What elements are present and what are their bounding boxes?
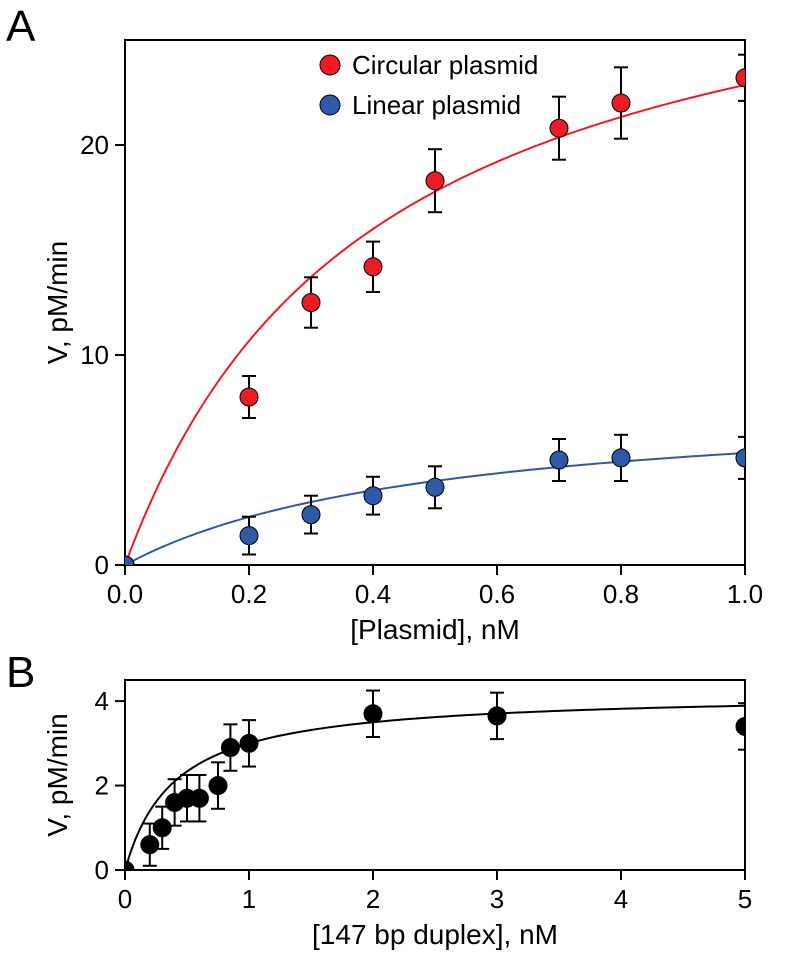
svg-text:20: 20: [80, 130, 109, 160]
svg-text:[Plasmid], nM: [Plasmid], nM: [350, 614, 520, 645]
svg-text:[147 bp duplex], nM: [147 bp duplex], nM: [312, 919, 558, 950]
svg-text:4: 4: [614, 884, 628, 914]
svg-text:5: 5: [738, 884, 752, 914]
svg-text:10: 10: [80, 340, 109, 370]
svg-text:0: 0: [95, 550, 109, 580]
svg-text:Circular plasmid: Circular plasmid: [352, 50, 538, 80]
svg-text:0.4: 0.4: [355, 579, 391, 609]
figure-root: A B 0.00.20.40.60.81.001020[Plasmid], nM…: [0, 0, 800, 960]
svg-text:0.6: 0.6: [479, 579, 515, 609]
svg-text:0: 0: [118, 884, 132, 914]
figure-svg: 0.00.20.40.60.81.001020[Plasmid], nMV, p…: [0, 0, 800, 960]
svg-text:4: 4: [95, 686, 109, 716]
svg-text:0.2: 0.2: [231, 579, 267, 609]
svg-text:Linear plasmid: Linear plasmid: [352, 90, 521, 120]
svg-text:0: 0: [95, 855, 109, 885]
svg-text:V, pM/min: V, pM/min: [42, 241, 73, 364]
svg-text:0.0: 0.0: [107, 579, 143, 609]
svg-text:2: 2: [366, 884, 380, 914]
panel-b-label: B: [6, 648, 35, 698]
svg-text:V, pM/min: V, pM/min: [42, 713, 73, 836]
svg-text:0.8: 0.8: [603, 579, 639, 609]
svg-text:1: 1: [242, 884, 256, 914]
svg-text:2: 2: [95, 771, 109, 801]
svg-text:1.0: 1.0: [727, 579, 763, 609]
svg-text:3: 3: [490, 884, 504, 914]
panel-a-label: A: [6, 2, 35, 52]
